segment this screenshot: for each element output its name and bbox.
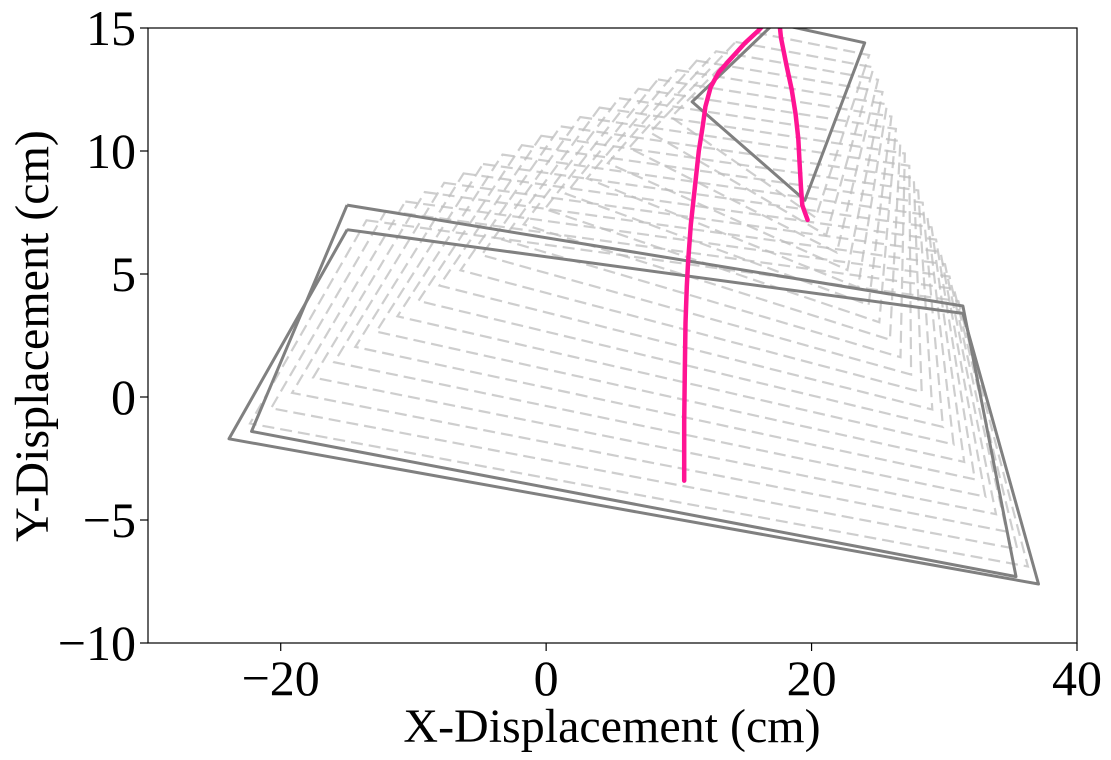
outline-group xyxy=(227,28,1040,586)
ghost-frame xyxy=(627,50,880,255)
ghost-frame xyxy=(332,181,987,499)
y-tick-label: 0 xyxy=(111,369,136,425)
ghost-frame xyxy=(458,125,923,394)
ghost-frame xyxy=(563,78,893,307)
x-axis-ticks: −20 0 20 40 xyxy=(242,643,1102,706)
y-axis-label: Y-Displacement (cm) xyxy=(6,130,59,542)
trajectory-line xyxy=(681,28,764,483)
y-tick-label: −5 xyxy=(83,492,136,548)
ghost-frame xyxy=(542,87,898,324)
ghost-frame xyxy=(311,190,998,516)
x-tick-label: 20 xyxy=(787,650,837,706)
ghost-frame xyxy=(374,162,966,464)
plot-area-border xyxy=(147,27,1078,644)
y-tick-label: 10 xyxy=(86,123,136,179)
ghost-frame xyxy=(669,31,871,220)
ghost-frame xyxy=(416,144,945,429)
trajectory-group xyxy=(681,28,810,483)
y-tick-label: 15 xyxy=(86,0,136,56)
frame-outline xyxy=(690,28,867,202)
frame-outline xyxy=(250,203,1018,579)
x-tick-label: 0 xyxy=(534,650,559,706)
y-axis-ticks: −10 −5 0 5 10 15 xyxy=(58,0,148,671)
ghost-frame xyxy=(648,40,875,237)
x-tick-label: −20 xyxy=(242,650,320,706)
ghost-frame xyxy=(521,97,902,342)
ghost-frames-group xyxy=(227,28,1041,586)
x-tick-label: 40 xyxy=(1052,650,1102,706)
x-axis-label: X-Displacement (cm) xyxy=(403,700,820,753)
ghost-frame xyxy=(437,134,934,411)
ghost-frame xyxy=(606,59,884,272)
trajectory-line xyxy=(777,28,810,223)
y-tick-label: 5 xyxy=(111,246,136,302)
y-tick-label: −10 xyxy=(58,615,136,671)
ghost-frame xyxy=(500,106,906,359)
ghost-frame xyxy=(395,153,955,446)
frame-outline xyxy=(227,228,1040,586)
ghost-frame xyxy=(269,209,1019,551)
